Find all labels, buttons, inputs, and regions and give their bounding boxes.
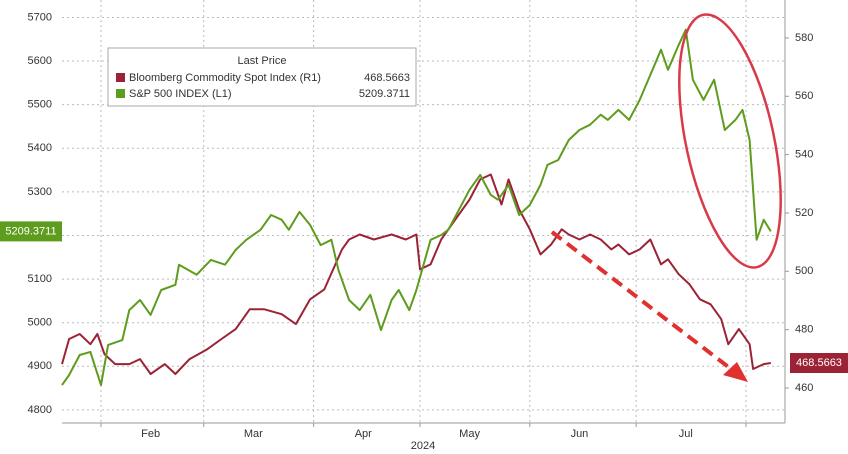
y2-tick-label: 520	[795, 207, 813, 219]
y2-tick-label: 540	[795, 149, 813, 161]
legend-value: 5209.3711	[359, 88, 410, 100]
y-tick-label: 5300	[28, 186, 52, 198]
lines	[61, 28, 772, 387]
y-tick-label: 4800	[28, 404, 52, 416]
y-tick-label: 5500	[28, 99, 52, 111]
x-tick-label: Apr	[355, 428, 372, 440]
trend-arrow	[550, 230, 737, 374]
last-value-tag	[790, 353, 848, 374]
y-tick-label: 4900	[28, 360, 52, 372]
legend-swatch	[116, 73, 125, 82]
y-tick-label: 5700	[28, 11, 52, 23]
y2-tick-label: 580	[795, 32, 813, 44]
series-line	[61, 173, 771, 375]
x-tick-label: May	[459, 428, 480, 440]
legend-box	[107, 47, 417, 107]
y2-tick-label: 480	[795, 324, 813, 336]
y2-tick-label: 500	[795, 265, 813, 277]
x-axis-label: 2024	[411, 440, 435, 452]
legend-swatch	[116, 89, 125, 98]
legend-label: Bloomberg Commodity Spot Index (R1)	[129, 72, 321, 84]
legend-value: 468.5663	[364, 72, 410, 84]
y-tick-label: 5100	[28, 273, 52, 285]
y2-tick-label: 560	[795, 90, 813, 102]
legend-label: S&P 500 INDEX (L1)	[129, 88, 232, 100]
legend: Last Price Bloomberg Commodity Spot Inde…	[107, 47, 417, 107]
x-tick-label: Jun	[571, 428, 589, 440]
y-tick-label: 5000	[28, 317, 52, 329]
last-value-tag	[0, 221, 62, 242]
last-value-label: 5209.3711	[5, 225, 56, 237]
y2-tick-label: 460	[795, 382, 813, 394]
series-line	[61, 28, 772, 387]
arrow-head	[723, 362, 748, 382]
x-tick-label: Mar	[244, 428, 263, 440]
x-tick-label: Feb	[141, 428, 160, 440]
highlight-ellipse	[678, 13, 782, 269]
last-value-label: 468.5663	[796, 357, 842, 369]
y-tick-label: 5400	[28, 142, 52, 154]
x-tick-label: Jul	[679, 428, 693, 440]
legend-title: Last Price	[238, 55, 287, 67]
y-tick-label: 5600	[28, 55, 52, 67]
